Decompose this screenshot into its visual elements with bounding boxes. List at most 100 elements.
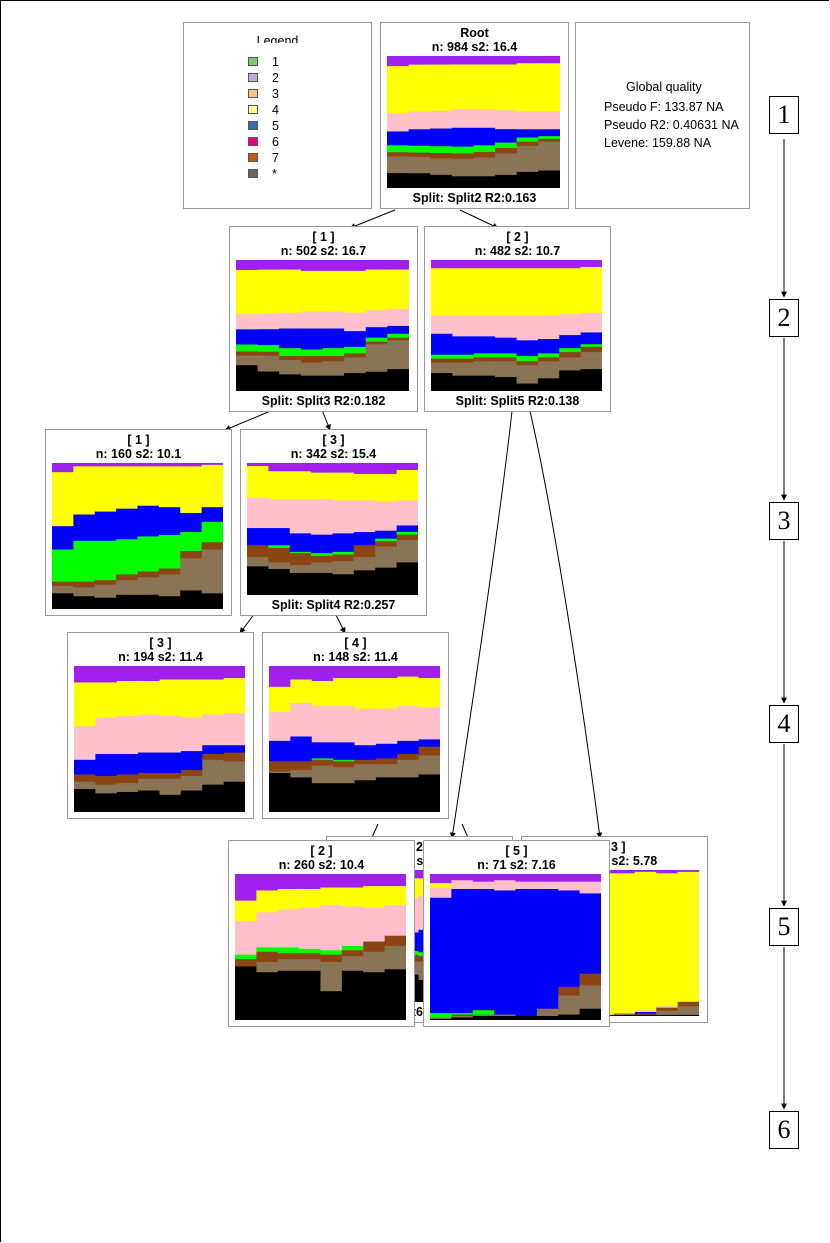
- levene: Levene: 159.88 NA: [604, 136, 712, 150]
- legend-swatch: [248, 153, 258, 162]
- state-segment: [559, 313, 582, 336]
- state-segment: [332, 551, 355, 555]
- state-segment: [363, 941, 386, 952]
- state-segment: [138, 778, 161, 791]
- state-segment: [473, 151, 496, 158]
- state-segment: [473, 260, 496, 269]
- node-title: [ 3 ]: [322, 433, 345, 447]
- state-segment: [580, 343, 602, 347]
- state-segment: [269, 740, 291, 762]
- state-segment: [387, 339, 409, 370]
- state-segment: [279, 373, 302, 391]
- legend-swatch: [248, 57, 258, 66]
- state-segment: [277, 947, 300, 954]
- state-segment: [158, 595, 181, 609]
- state-segment: [180, 531, 203, 551]
- state-segment: [472, 874, 495, 882]
- state-segment: [332, 560, 355, 575]
- state-segment: [332, 499, 355, 534]
- state-segment: [353, 569, 376, 595]
- state-segment: [515, 874, 538, 882]
- state-segment: [235, 900, 257, 922]
- state-segment: [180, 590, 203, 609]
- state-segment: [269, 686, 291, 712]
- state-segment: [516, 339, 539, 357]
- state-segment: [269, 711, 291, 741]
- state-segment: [384, 874, 406, 887]
- node-n5: [ 5 ] n: 71 s2: 7.16: [423, 840, 610, 1027]
- node-root: Root n: 984 s2: 16.4 Split: Split2 R2:0.16…: [380, 22, 569, 209]
- state-segment: [430, 152, 453, 159]
- state-segment: [268, 527, 291, 546]
- state-segment: [538, 135, 560, 139]
- node-split: Split: Split2 R2:0.163: [412, 191, 537, 205]
- state-segment: [495, 174, 518, 188]
- state-segment: [311, 572, 334, 595]
- state-segment: [536, 1008, 559, 1017]
- state-segment: [180, 463, 203, 467]
- state-segment: [431, 362, 453, 374]
- state-segment: [656, 1007, 679, 1011]
- state-segment: [235, 965, 257, 1020]
- state-segment: [365, 371, 388, 391]
- state-segment: [333, 766, 356, 784]
- state-segment: [580, 368, 602, 391]
- state-segment: [74, 666, 96, 683]
- state-segment: [559, 260, 582, 269]
- state-segment: [375, 463, 398, 474]
- state-segment: [256, 961, 279, 973]
- state-segment: [341, 955, 364, 971]
- state-segment: [516, 355, 539, 362]
- state-segment: [375, 776, 398, 812]
- state-segment: [516, 145, 539, 172]
- state-segment: [452, 362, 475, 376]
- state-segment: [311, 534, 334, 554]
- state-segment: [277, 874, 300, 889]
- state-segment: [333, 741, 356, 760]
- state-segment: [333, 705, 356, 743]
- node-stats: n: 260 s2: 10.4: [278, 858, 365, 872]
- state-segment: [236, 260, 259, 271]
- state-segment: [613, 1013, 636, 1015]
- state-segment: [473, 127, 496, 146]
- state-segment: [269, 760, 291, 772]
- state-distribution-plot: [387, 56, 560, 188]
- state-segment: [73, 581, 96, 588]
- state-segment: [375, 546, 398, 568]
- state-segment: [375, 743, 398, 759]
- state-segment: [516, 360, 539, 366]
- state-segment: [94, 463, 117, 467]
- state-segment: [613, 870, 636, 874]
- node-title: Root: [460, 26, 489, 40]
- state-segment: [516, 141, 539, 146]
- state-segment: [311, 562, 334, 573]
- state-segment: [579, 1008, 601, 1020]
- state-segment: [236, 328, 259, 345]
- state-segment: [677, 1014, 699, 1016]
- state-segment: [451, 175, 475, 188]
- state-segment: [201, 541, 223, 550]
- state-segment: [353, 531, 376, 546]
- legend-swatch: [248, 73, 258, 82]
- state-segment: [236, 313, 259, 330]
- state-segment: [430, 158, 453, 175]
- state-distribution-plot: [235, 874, 406, 1020]
- state-distribution-plot: [431, 260, 602, 391]
- state-segment: [95, 775, 118, 785]
- state-segment: [159, 715, 182, 753]
- state-segment: [52, 471, 74, 527]
- state-segment: [452, 335, 475, 355]
- state-segment: [158, 463, 181, 467]
- state-segment: [137, 571, 160, 578]
- state-segment: [137, 594, 160, 609]
- state-segment: [223, 677, 245, 714]
- state-segment: [363, 951, 386, 973]
- state-segment: [137, 465, 160, 506]
- state-segment: [300, 355, 324, 363]
- state-segment: [180, 557, 203, 591]
- state-segment: [159, 778, 182, 795]
- level-box-3: 3: [769, 502, 799, 540]
- state-segment: [279, 355, 302, 360]
- state-segment: [116, 538, 139, 575]
